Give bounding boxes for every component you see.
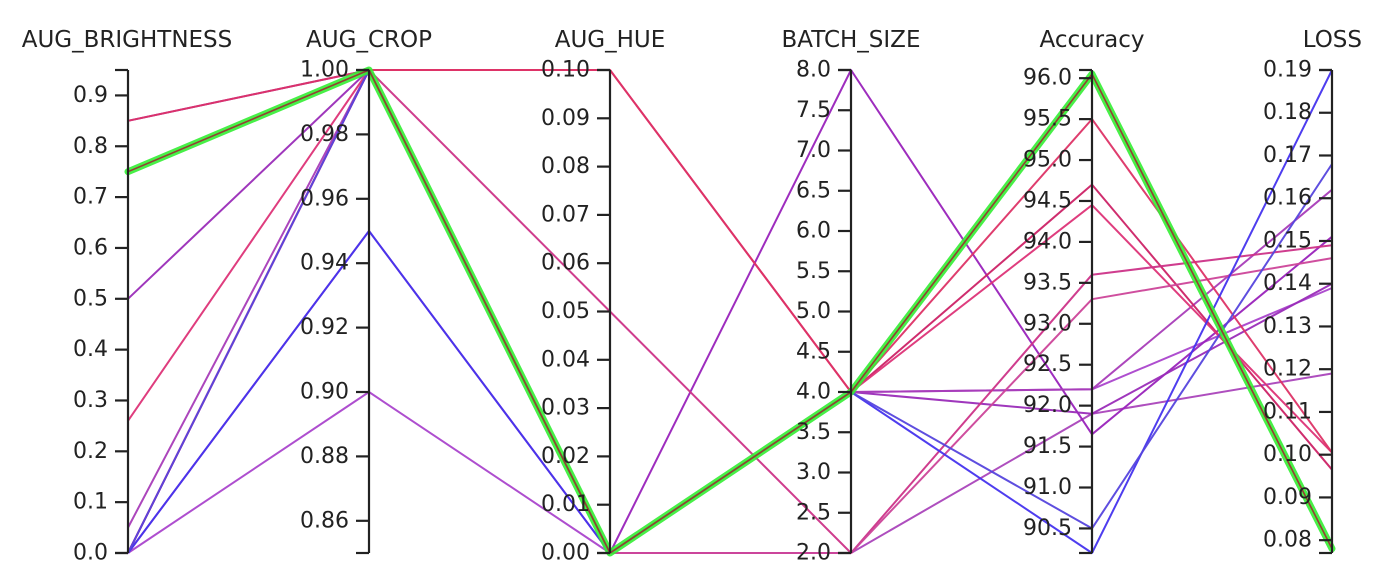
tick-label: 0.17 — [1263, 143, 1312, 168]
tick-label: 0.90 — [300, 380, 349, 405]
tick-label: 0.6 — [73, 235, 108, 260]
tick-label: 0.98 — [300, 122, 349, 147]
tick-label: 95.5 — [1023, 107, 1072, 132]
tick-label: 4.5 — [796, 339, 831, 364]
tick-label: 4.0 — [796, 380, 831, 405]
tick-label: 94.0 — [1023, 229, 1072, 254]
tick-label: 8.0 — [796, 58, 831, 83]
tick-label: 0.11 — [1263, 399, 1312, 424]
axis-accuracy: 90.5 91.0 91.5 92.0 92.5 93.0 93.5 94.0 94.5 95.0… — [1023, 27, 1145, 555]
axis-aug-crop: 0.86 0.88 0.90 0.92 0.94 0.96 0.98 1.00 AUG_CROP — [300, 27, 432, 555]
tick-label: 0.88 — [300, 444, 349, 469]
tick-label: 0.10 — [541, 58, 590, 83]
tick-label: 0.94 — [300, 251, 349, 276]
tick-label: 92.0 — [1023, 393, 1072, 418]
axis-title: BATCH_SIZE — [782, 27, 921, 53]
tick-label: 0.2 — [73, 439, 108, 464]
axis-title: AUG_HUE — [555, 27, 666, 53]
tick-label: 0.9 — [73, 83, 108, 108]
tick-label: 0.08 — [541, 154, 590, 179]
tick-label: 0.3 — [73, 388, 108, 413]
tick-label: 6.5 — [796, 178, 831, 203]
axis-title: AUG_CROP — [306, 27, 432, 53]
tick-label: 0.06 — [541, 251, 590, 276]
tick-label: 0.96 — [300, 186, 349, 211]
tick-label: 0.00 — [541, 541, 590, 566]
tick-label: 0.14 — [1263, 271, 1312, 296]
axis-aug-hue: 0.00 0.01 0.02 0.03 0.04 0.05 0.06 0.07 0.08 0.09… — [541, 27, 665, 566]
tick-label: 91.0 — [1023, 475, 1072, 500]
tick-label: 0.4 — [73, 337, 108, 362]
tick-label: 0.19 — [1263, 58, 1312, 83]
tick-label: 2.5 — [796, 500, 831, 525]
tick-label: 0.03 — [541, 396, 590, 421]
axis-batch-size: 2.0 2.5 3.0 3.5 4.0 4.5 5.0 5.5 6.0 6.5 7.0 7.5 8.0 B… — [782, 27, 921, 566]
tick-label: 0.13 — [1263, 314, 1312, 339]
tick-label: 93.0 — [1023, 311, 1072, 336]
tick-label: 91.5 — [1023, 434, 1072, 459]
axis-title: AUG_BRIGHTNESS — [22, 27, 233, 53]
tick-label: 94.5 — [1023, 188, 1072, 213]
tick-label: 0.5 — [73, 286, 108, 311]
tick-label: 0.07 — [541, 202, 590, 227]
tick-label: 0.15 — [1263, 228, 1312, 253]
tick-label: 0.16 — [1263, 186, 1312, 211]
tick-label: 0.02 — [541, 444, 590, 469]
tick-label: 0.12 — [1263, 357, 1312, 382]
axis-loss: 0.08 0.09 0.10 0.11 0.12 0.13 0.14 0.15 0.16 0.17… — [1263, 27, 1362, 555]
axis-title: Accuracy — [1039, 27, 1144, 53]
tick-label: 93.5 — [1023, 270, 1072, 295]
series-line-9 — [127, 69, 1333, 454]
tick-label: 3.0 — [796, 460, 831, 485]
tick-label: 0.92 — [300, 315, 349, 340]
axis-title: LOSS — [1303, 27, 1362, 53]
tick-label: 0.0 — [73, 541, 108, 566]
tick-label: 2.0 — [796, 541, 831, 566]
tick-label: 0.08 — [1263, 528, 1312, 553]
tick-label: 5.0 — [796, 299, 831, 324]
tick-label: 0.09 — [1263, 485, 1312, 510]
tick-label: 7.5 — [796, 98, 831, 123]
tick-label: 1.00 — [300, 58, 349, 83]
tick-label: 5.5 — [796, 259, 831, 284]
tick-label: 90.5 — [1023, 516, 1072, 541]
tick-label: 96.0 — [1023, 66, 1072, 91]
tick-label: 0.01 — [541, 492, 590, 517]
tick-label: 3.5 — [796, 420, 831, 445]
series-lines — [124, 66, 1336, 557]
tick-label: 92.5 — [1023, 352, 1072, 377]
axis-aug-brightness: 0.0 0.1 0.2 0.3 0.4 0.5 0.6 0.7 0.8 0.9 AUG_BRIGHT… — [22, 27, 233, 566]
tick-label: 0.1 — [73, 490, 108, 515]
tick-label: 0.7 — [73, 185, 108, 210]
tick-label: 95.0 — [1023, 148, 1072, 173]
tick-label: 0.18 — [1263, 100, 1312, 125]
tick-label: 0.04 — [541, 347, 590, 372]
tick-label: 7.0 — [796, 138, 831, 163]
tick-label: 0.05 — [541, 299, 590, 324]
series-line-12 — [127, 69, 1333, 554]
tick-label: 0.09 — [541, 106, 590, 131]
tick-label: 0.8 — [73, 134, 108, 159]
tick-label: 6.0 — [796, 219, 831, 244]
axes: 0.0 0.1 0.2 0.3 0.4 0.5 0.6 0.7 0.8 0.9 AUG_BRIGHT… — [22, 27, 1362, 566]
tick-label: 0.10 — [1263, 442, 1312, 467]
tick-label: 0.86 — [300, 508, 349, 533]
